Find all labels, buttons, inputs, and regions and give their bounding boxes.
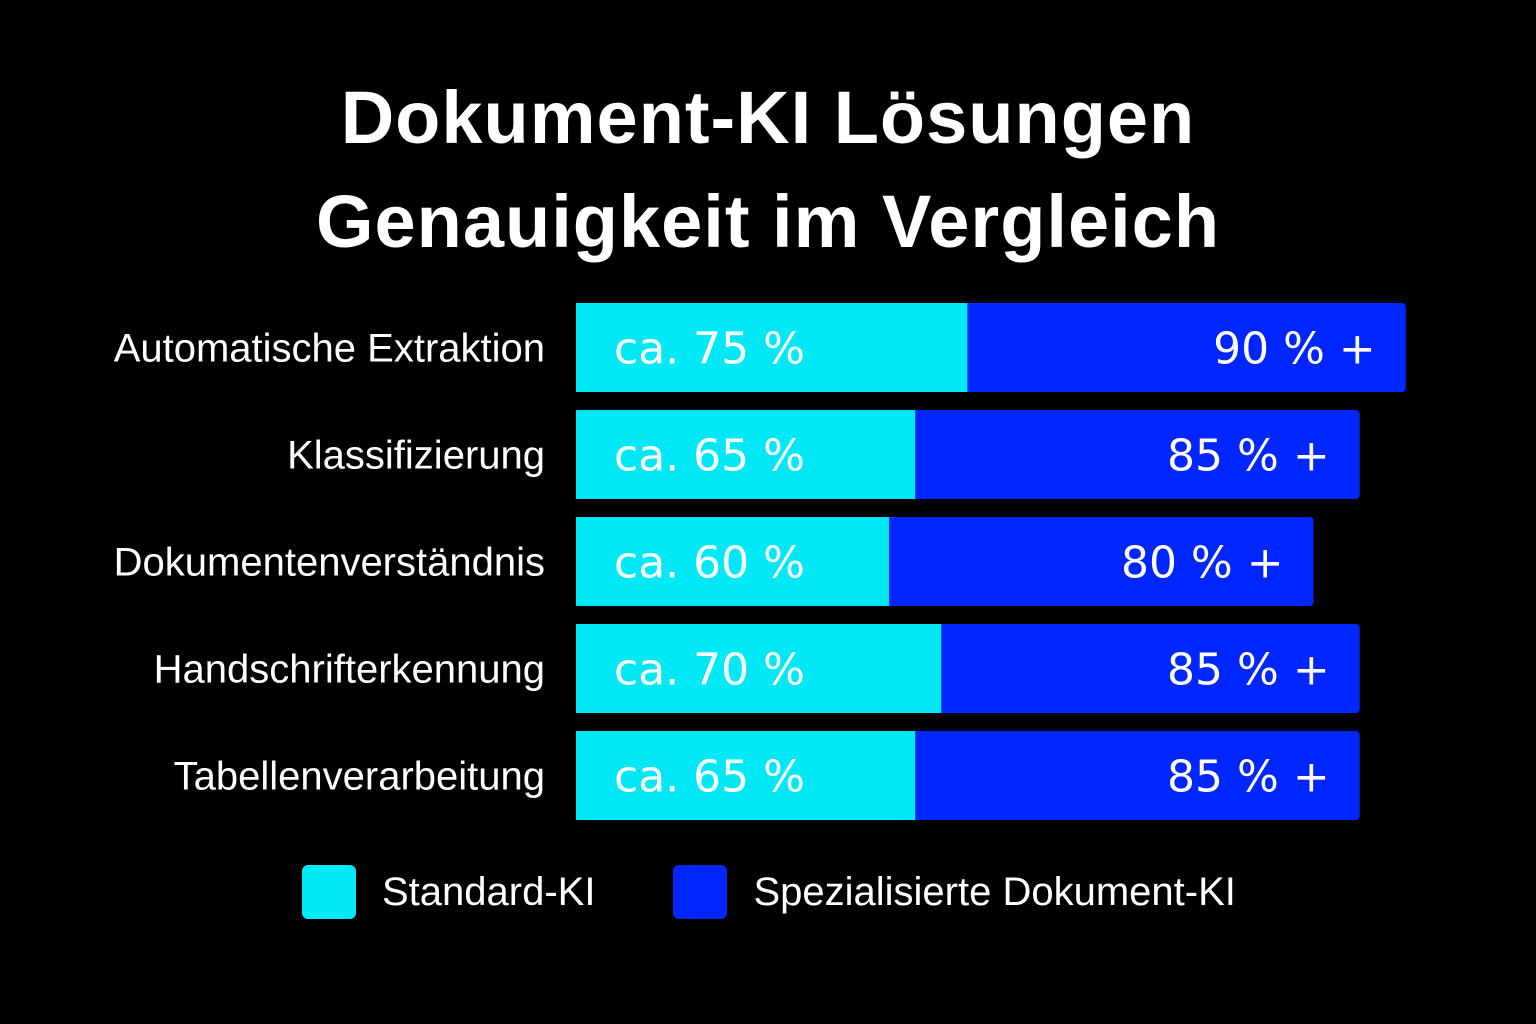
- bar-standard-4: [576, 731, 916, 820]
- value-label-specialized-1: 85 % +: [1167, 431, 1330, 482]
- value-label-standard-2: ca. 60 %: [614, 538, 805, 589]
- bar-standard-0: [576, 303, 968, 392]
- category-label-0: Automatische Extraktion: [114, 327, 545, 371]
- category-label-4: Tabellenverarbeitung: [174, 755, 545, 799]
- value-label-standard-0: ca. 75 %: [614, 324, 805, 375]
- legend-item-specialized: Spezialisierte Dokument-KI: [673, 865, 1236, 919]
- category-label-2: Dokumentenverständnis: [114, 541, 545, 585]
- legend-label-standard: Standard-KI: [382, 869, 596, 914]
- category-label-3: Handschrifterkennung: [154, 648, 545, 692]
- bar-standard-1: [576, 410, 916, 499]
- value-label-standard-3: ca. 70 %: [614, 645, 805, 696]
- value-label-specialized-3: 85 % +: [1167, 645, 1330, 696]
- legend-swatch-specialized: [673, 865, 728, 919]
- chart-title: Dokument-KI Lösungen Genauigkeit im Verg…: [0, 66, 1536, 274]
- category-label-1: Klassifizierung: [287, 434, 545, 478]
- value-label-standard-4: ca. 65 %: [614, 752, 805, 803]
- value-label-specialized-2: 80 % +: [1121, 538, 1284, 589]
- chart-title-line-2: Genauigkeit im Vergleich: [315, 180, 1221, 263]
- legend-swatch-standard: [302, 865, 356, 919]
- bar-standard-3: [576, 624, 942, 713]
- value-label-specialized-4: 85 % +: [1167, 752, 1330, 803]
- legend: Standard-KI Spezialisierte Dokument-KI: [302, 864, 1314, 920]
- legend-label-specialized: Spezialisierte Dokument-KI: [753, 869, 1236, 914]
- value-label-specialized-0: 90 % +: [1213, 324, 1376, 375]
- chart-title-line-1: Dokument-KI Lösungen: [340, 76, 1196, 159]
- value-label-standard-1: ca. 65 %: [614, 431, 805, 482]
- legend-item-standard: Standard-KI: [302, 865, 595, 919]
- bar-standard-2: [576, 517, 890, 606]
